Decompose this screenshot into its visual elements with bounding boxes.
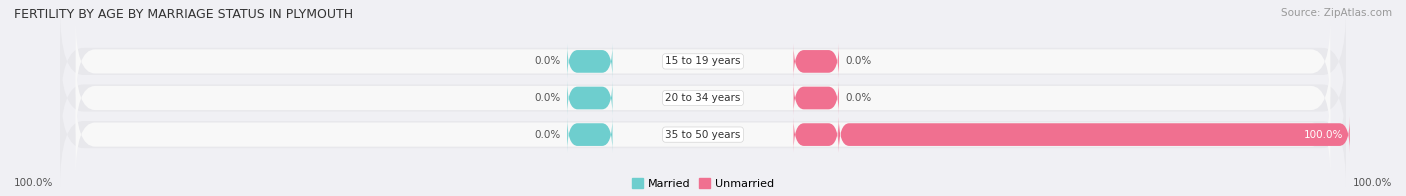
FancyBboxPatch shape	[76, 92, 1330, 177]
Text: 100.0%: 100.0%	[14, 178, 53, 188]
FancyBboxPatch shape	[76, 55, 1330, 141]
FancyBboxPatch shape	[567, 117, 613, 152]
Text: 100.0%: 100.0%	[1303, 130, 1343, 140]
FancyBboxPatch shape	[60, 9, 1346, 114]
FancyBboxPatch shape	[793, 80, 839, 116]
Text: Source: ZipAtlas.com: Source: ZipAtlas.com	[1281, 8, 1392, 18]
FancyBboxPatch shape	[567, 44, 613, 79]
FancyBboxPatch shape	[60, 82, 1346, 187]
Text: 20 to 34 years: 20 to 34 years	[665, 93, 741, 103]
FancyBboxPatch shape	[793, 117, 839, 152]
FancyBboxPatch shape	[567, 80, 613, 116]
FancyBboxPatch shape	[839, 117, 1350, 152]
Text: 15 to 19 years: 15 to 19 years	[665, 56, 741, 66]
Text: 100.0%: 100.0%	[1353, 178, 1392, 188]
Text: 0.0%: 0.0%	[534, 56, 561, 66]
Text: FERTILITY BY AGE BY MARRIAGE STATUS IN PLYMOUTH: FERTILITY BY AGE BY MARRIAGE STATUS IN P…	[14, 8, 353, 21]
Text: 0.0%: 0.0%	[534, 130, 561, 140]
Text: 35 to 50 years: 35 to 50 years	[665, 130, 741, 140]
Legend: Married, Unmarried: Married, Unmarried	[627, 174, 779, 193]
Text: 0.0%: 0.0%	[534, 93, 561, 103]
Text: 0.0%: 0.0%	[845, 56, 872, 66]
Text: 0.0%: 0.0%	[845, 93, 872, 103]
FancyBboxPatch shape	[793, 44, 839, 79]
FancyBboxPatch shape	[76, 19, 1330, 104]
FancyBboxPatch shape	[60, 46, 1346, 150]
